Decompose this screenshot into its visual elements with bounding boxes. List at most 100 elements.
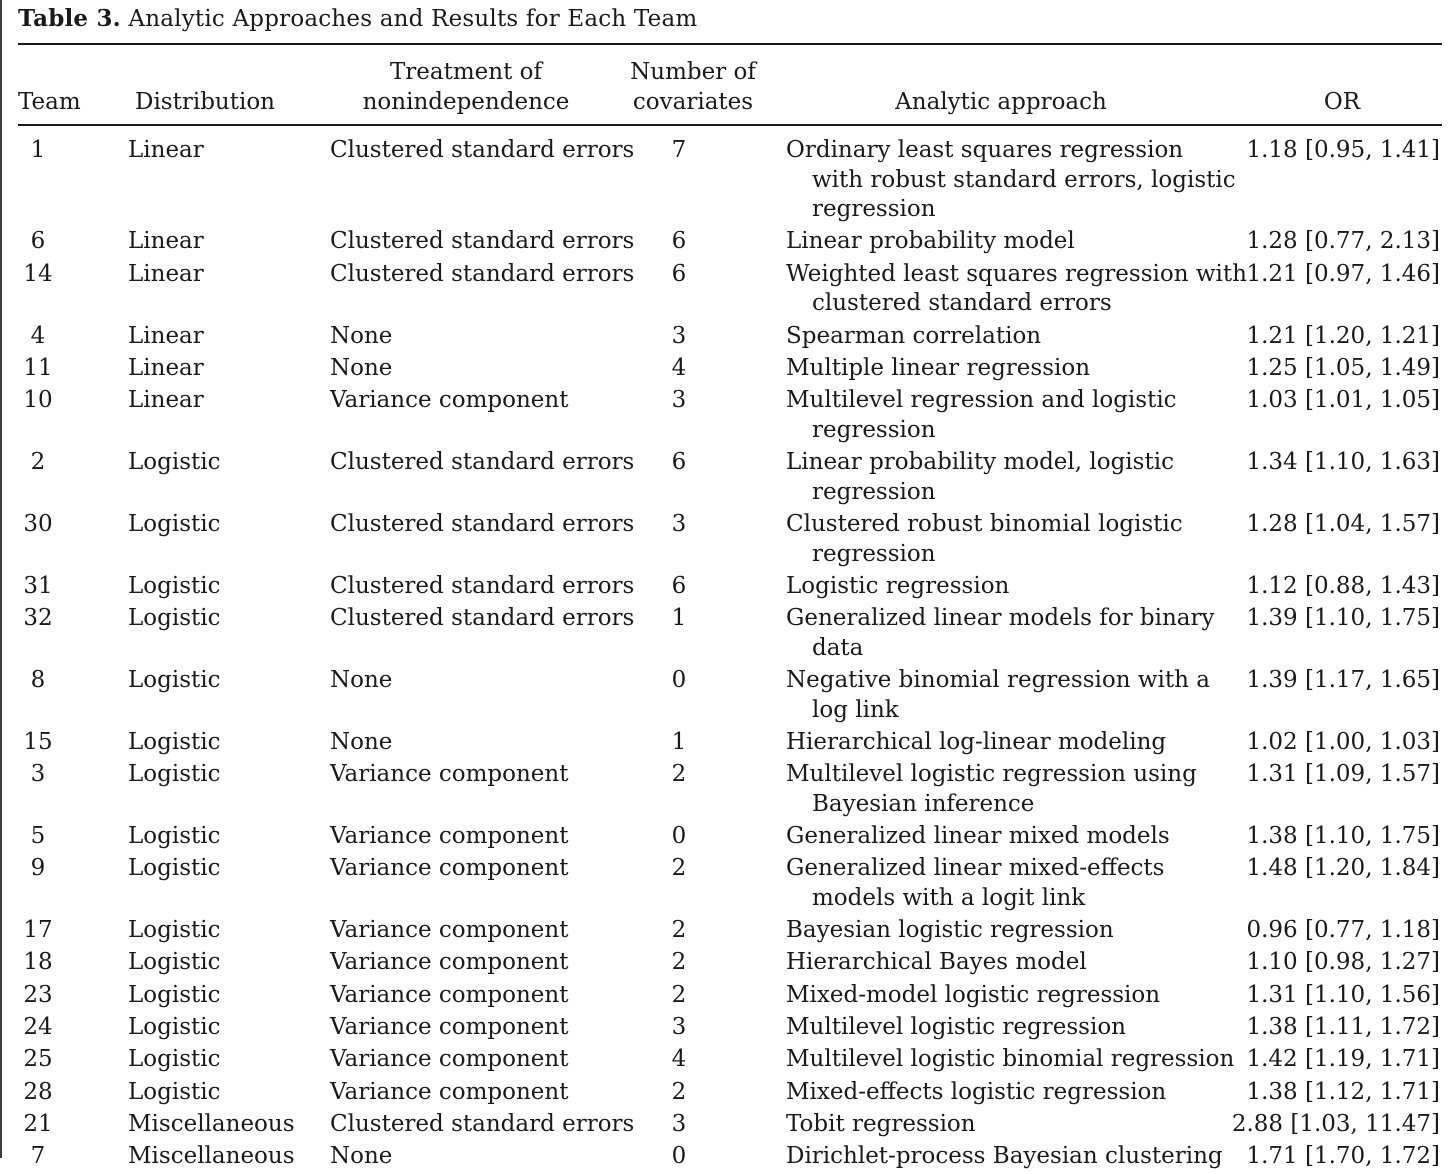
column-header-covariates: Number of covariates: [620, 55, 766, 117]
approach-line: Mixed-effects logistic regression: [786, 1078, 1167, 1105]
approach-line: Generalized linear models for binary: [786, 605, 1215, 632]
treatment-cell: Clustered standard errors: [330, 260, 635, 287]
treatment-cell: Clustered standard errors: [330, 1110, 635, 1137]
covariates-cell: 2: [671, 761, 687, 788]
approach-line: Multiple linear regression: [786, 354, 1091, 381]
distribution-cell: Logistic: [128, 823, 221, 849]
treatment-cell: Variance component: [330, 761, 569, 788]
odds-ratio-cell: 1.39 [1.17, 1.65]: [1246, 666, 1440, 693]
team-cell: 14: [23, 260, 53, 287]
approach-line: Weighted least squares regression with: [786, 260, 1247, 287]
distribution-cell: Linear: [128, 322, 204, 349]
table-row: 2 Logistic Clustered standard errors 6 Linea…: [0, 448, 1456, 507]
odds-ratio-cell: 1.34 [1.10, 1.63]: [1246, 449, 1440, 476]
treatment-cell: Clustered standard errors: [330, 137, 635, 163]
team-cell: 3: [30, 761, 46, 788]
row-indent: [0, 260, 18, 319]
table-row: 10 Linear Variance component 3 Multilevel re…: [0, 386, 1456, 445]
treatment-cell: Clustered standard errors: [330, 510, 635, 537]
odds-ratio-cell: 1.71 [1.70, 1.72]: [1246, 1143, 1440, 1170]
odds-ratio-cell: 1.21 [0.97, 1.46]: [1246, 260, 1440, 287]
covariates-cell: 3: [671, 387, 687, 414]
team-cell: 28: [23, 1078, 53, 1105]
table-row: 21 Miscellaneous Clustered standard errors…: [0, 1110, 1456, 1140]
approach-line: Dirichlet-process Bayesian clustering: [786, 1143, 1223, 1170]
team-cell: 30: [23, 510, 53, 537]
treatment-cell: Variance component: [330, 823, 569, 849]
treatment-cell: Clustered standard errors: [330, 449, 635, 476]
distribution-cell: Logistic: [128, 1046, 221, 1073]
treatment-cell: None: [330, 322, 393, 349]
team-cell: 5: [30, 823, 46, 849]
approach-cell: Tobit regression: [786, 1110, 1226, 1140]
covariates-cell: 6: [671, 572, 687, 599]
treatment-cell: None: [330, 666, 393, 693]
treatment-cell: Variance component: [330, 917, 569, 944]
covariates-cell: 2: [671, 949, 687, 976]
approach-line: Hierarchical Bayes model: [786, 949, 1087, 976]
row-indent: [0, 1110, 18, 1140]
treatment-cell: None: [330, 1143, 393, 1170]
column-header-line: Analytic approach: [895, 89, 1107, 115]
odds-ratio-cell: 1.18 [0.95, 1.41]: [1246, 137, 1440, 163]
approach-cell: Spearman correlation: [786, 322, 1226, 352]
covariates-cell: 2: [671, 981, 687, 1008]
approach-cell: Mixed-effects logistic regression: [786, 1078, 1226, 1108]
approach-line: Multilevel regression and logistic: [786, 387, 1177, 414]
treatment-cell: None: [330, 728, 393, 755]
approach-line: Clustered robust binomial logistic: [786, 510, 1183, 537]
row-indent: [0, 854, 18, 913]
row-indent: [0, 510, 18, 569]
column-header-line: covariates: [632, 89, 754, 115]
row-indent: [0, 448, 18, 507]
approach-cell: Dirichlet-process Bayesian clustering: [786, 1142, 1226, 1172]
row-indent: [0, 728, 18, 758]
approach-line: log link: [812, 696, 899, 723]
team-cell: 9: [30, 855, 46, 882]
column-header-approach: Analytic approach: [784, 55, 1218, 117]
covariates-cell: 3: [671, 322, 687, 349]
row-indent: [0, 1045, 18, 1075]
page-edge-rule: [0, 0, 2, 1158]
approach-cell: Hierarchical Bayes model: [786, 948, 1226, 978]
approach-line: Multilevel logistic regression: [786, 1014, 1126, 1040]
team-cell: 6: [30, 228, 46, 255]
row-indent: [0, 604, 18, 663]
distribution-cell: Miscellaneous: [128, 1110, 295, 1137]
distribution-cell: Linear: [128, 387, 204, 414]
team-cell: 31: [23, 572, 53, 599]
treatment-cell: Variance component: [330, 387, 569, 414]
odds-ratio-cell: 1.28 [0.77, 2.13]: [1246, 228, 1440, 255]
table-row: 17 Logistic Variance component 2 Bayesian lo…: [0, 916, 1456, 946]
distribution-cell: Logistic: [128, 510, 221, 537]
table-row: 6 Linear Clustered standard errors 6 Linear …: [0, 227, 1456, 257]
approach-line: Logistic regression: [786, 572, 1010, 599]
approach-line: Hierarchical log-linear modeling: [786, 728, 1167, 755]
distribution-cell: Logistic: [128, 1078, 221, 1105]
table-row: 28 Logistic Variance component 2 Mixed-effec…: [0, 1078, 1456, 1108]
odds-ratio-cell: 1.28 [1.04, 1.57]: [1246, 510, 1440, 537]
treatment-cell: Variance component: [330, 1078, 569, 1105]
table-top-rule: [18, 43, 1442, 45]
row-indent: [0, 948, 18, 978]
approach-cell: Clustered robust binomial logistic regres…: [786, 510, 1226, 569]
table-row: 11 Linear None 4 Multiple linear regression 1…: [0, 354, 1456, 384]
distribution-cell: Linear: [128, 228, 204, 255]
column-header-line: OR: [1323, 89, 1361, 115]
distribution-cell: Logistic: [128, 855, 221, 882]
table-number: Table 3.: [18, 5, 121, 32]
row-indent: [0, 1078, 18, 1108]
approach-line: clustered standard errors: [812, 290, 1112, 317]
odds-ratio-cell: 1.38 [1.11, 1.72]: [1246, 1014, 1440, 1040]
table-row: 4 Linear None 3 Spearman correlation 1.21 [1.…: [0, 322, 1456, 352]
odds-ratio-cell: 0.96 [0.77, 1.18]: [1246, 917, 1440, 944]
distribution-cell: Linear: [128, 137, 204, 163]
team-cell: 21: [23, 1110, 53, 1137]
table-row: 24 Logistic Variance component 3 Multilevel …: [0, 1013, 1456, 1043]
row-indent: [0, 1013, 18, 1043]
approach-line: Multilevel logistic regression using: [786, 761, 1197, 788]
approach-line: Ordinary least squares regression: [786, 137, 1184, 163]
treatment-cell: Variance component: [330, 855, 569, 882]
distribution-cell: Logistic: [128, 1014, 221, 1040]
team-cell: 1: [30, 137, 46, 163]
